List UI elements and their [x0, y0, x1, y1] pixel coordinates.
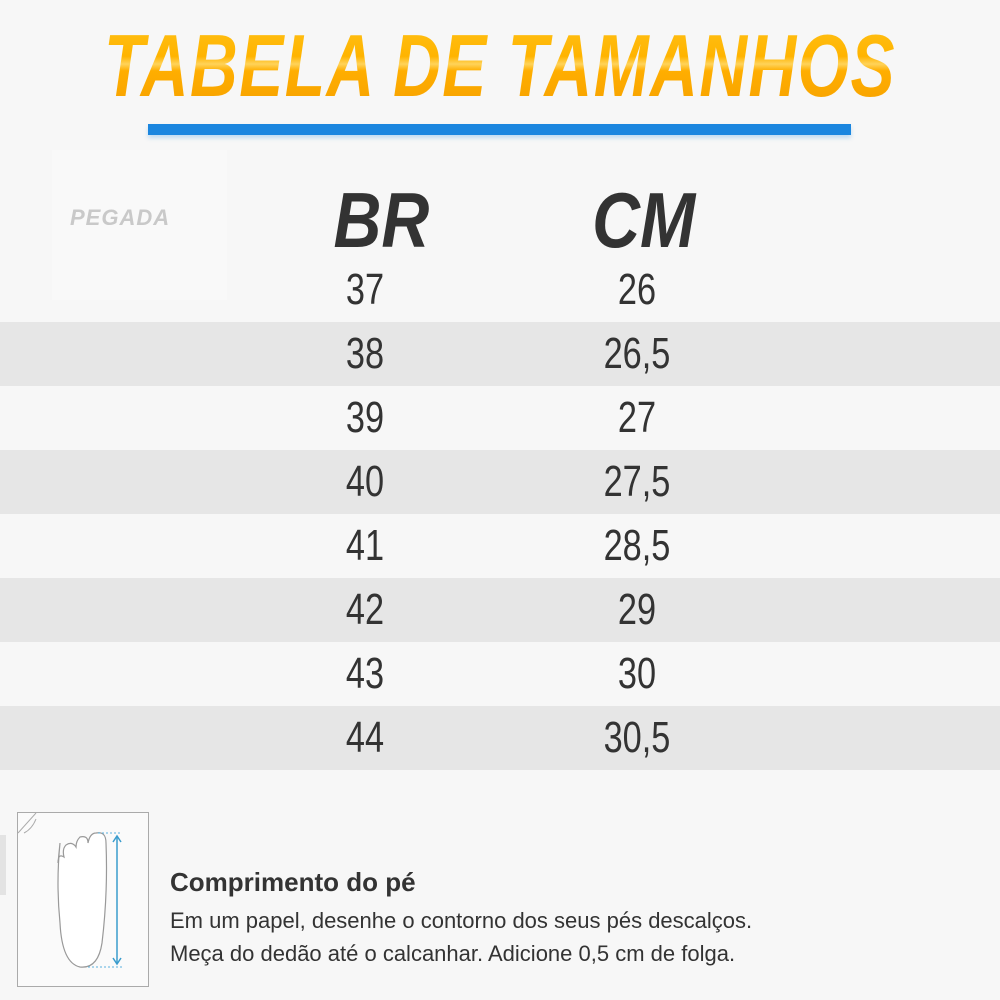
table-row: 44 30,5	[0, 706, 1000, 770]
table-row: 38 26,5	[0, 322, 1000, 386]
table-row: 41 28,5	[0, 514, 1000, 578]
br-cell: 37	[345, 265, 385, 314]
header-cm: CM	[592, 176, 696, 264]
table-row: 43 30	[0, 642, 1000, 706]
br-cell: 44	[345, 713, 385, 762]
cm-cell: 27,5	[603, 457, 671, 506]
table-row: 39 27	[0, 386, 1000, 450]
br-cell: 43	[345, 649, 385, 698]
cm-cell: 27	[617, 393, 657, 442]
br-cell: 41	[345, 521, 385, 570]
brand-logo: PEGADA	[70, 205, 171, 230]
cm-cell: 30	[617, 649, 657, 698]
br-cell: 39	[345, 393, 385, 442]
instructions-heading: Comprimento do pé	[170, 867, 416, 897]
cm-cell: 30,5	[603, 713, 671, 762]
cm-cell: 29	[617, 585, 657, 634]
title-underline	[148, 124, 851, 135]
header-br: BR	[333, 176, 430, 264]
instructions-line-1: Em um papel, desenhe o contorno dos seus…	[170, 908, 753, 933]
cm-cell: 26,5	[603, 329, 671, 378]
cm-cell: 26	[617, 265, 657, 314]
table-row: 40 27,5	[0, 450, 1000, 514]
table-row: 42 29	[0, 578, 1000, 642]
br-cell: 38	[345, 329, 385, 378]
br-cell: 42	[345, 585, 385, 634]
page-title: TABELA DE TAMANHOS	[103, 16, 897, 115]
cm-cell: 28,5	[603, 521, 671, 570]
foot-measure-icon	[17, 812, 122, 968]
decorative-tab	[0, 835, 6, 895]
table-row: 37 26	[0, 258, 1000, 322]
brand-logo-area	[52, 150, 227, 300]
br-cell: 40	[345, 457, 385, 506]
foot-diagram	[17, 812, 149, 987]
instructions-line-2: Meça do dedão até o calcanhar. Adicione …	[170, 941, 736, 966]
